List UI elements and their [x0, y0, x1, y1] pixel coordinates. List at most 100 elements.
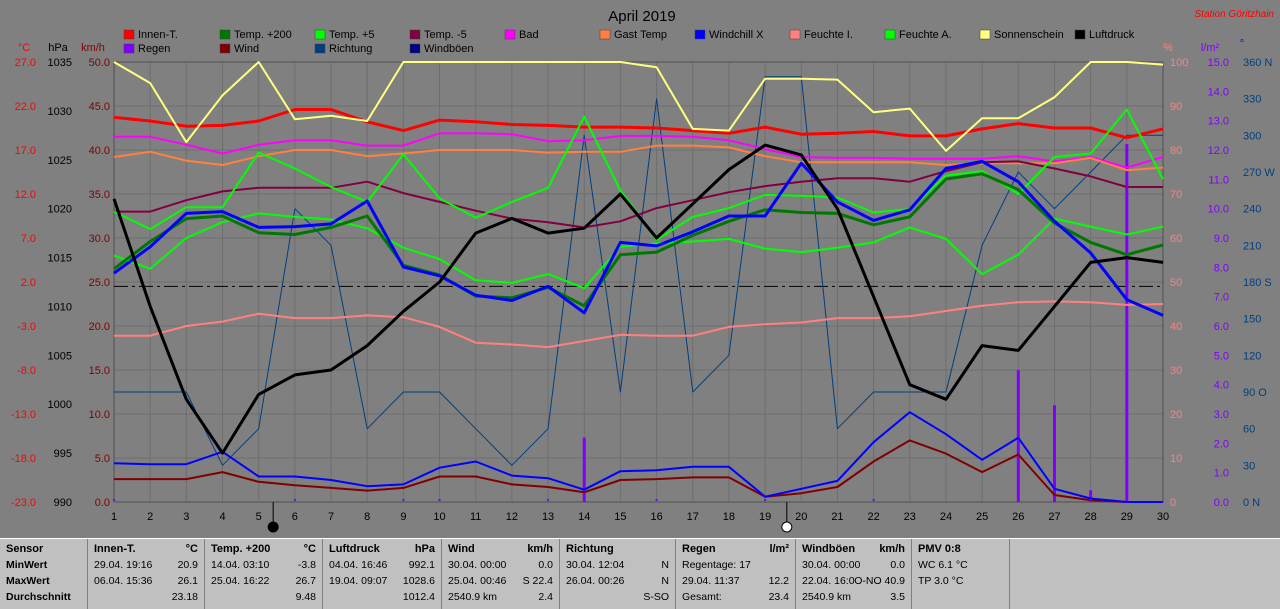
tick-lm2: 2.0 — [1214, 438, 1229, 450]
series-windchill-x — [113, 159, 1164, 317]
legend-label: Windchill X — [709, 29, 764, 41]
stats-cell: MaxWert — [6, 575, 50, 587]
tick-day: 8 — [364, 511, 370, 523]
tick-kmh: 10.0 — [89, 409, 110, 421]
stats-cell-value: N — [661, 559, 669, 571]
tick-lm2: 3.0 — [1214, 409, 1229, 421]
series-windb-en — [113, 411, 1163, 503]
stats-cell-label: 29.04. 11:37 — [682, 575, 740, 587]
legend-label: Gast Temp — [614, 29, 667, 41]
tick-hpa: 1000 — [48, 399, 72, 411]
stats-cell-value: 3.5 — [890, 591, 905, 603]
legend-swatch — [409, 29, 421, 40]
tick-deg: 330 — [1243, 94, 1261, 106]
legend-swatch — [789, 29, 801, 40]
tick-day: 21 — [831, 511, 843, 523]
stats-cell: WC 6.1 °C — [918, 559, 968, 571]
stats-header: Temp. +200 — [211, 543, 271, 555]
stats-cell-value: 26.1 — [177, 575, 198, 587]
legend-label: Luftdruck — [1089, 29, 1135, 41]
rain-dot — [438, 499, 441, 501]
stats-column: Wind km/h 30.04. 00:00 0.0 25.04. 00:46 S 22.… — [442, 539, 560, 609]
legend-swatch — [599, 29, 611, 40]
legend-swatch — [314, 29, 326, 40]
series-sonnenschein — [113, 61, 1164, 152]
tick-hpa: 1020 — [48, 204, 72, 216]
tick-kmh: 25.0 — [89, 277, 110, 289]
tick-temp: 7.0 — [21, 233, 36, 245]
stats-cell-label: 25.04. 00:46 — [448, 575, 507, 587]
stats-column: Innen-T. °C 29.04. 19:16 20.9 06.04. 15:36 26… — [88, 539, 205, 609]
tick-pct: 60 — [1170, 233, 1182, 245]
stats-header-unit: °C — [185, 543, 198, 555]
stats-header: Wind — [448, 543, 475, 555]
stats-cell-label: 26.04. 00:26 — [566, 575, 625, 587]
legend-label: Sonnenschein — [994, 29, 1064, 41]
tick-pct: 10 — [1170, 453, 1182, 465]
stats-cell-value: 23.18 — [171, 591, 198, 603]
tick-day: 15 — [614, 511, 626, 523]
unit-kmh: km/h — [81, 42, 105, 54]
tick-temp: -18.0 — [11, 453, 36, 465]
series-bad — [114, 132, 1164, 169]
series-innen-t- — [113, 108, 1164, 140]
stats-cell-value: 0.0 — [890, 559, 905, 571]
tick-day: 28 — [1085, 511, 1097, 523]
tick-lm2: 9.0 — [1214, 233, 1229, 245]
legend-swatch — [694, 29, 706, 40]
tick-kmh: 30.0 — [89, 233, 110, 245]
stats-header-unit: °C — [303, 543, 316, 555]
tick-deg: 270 W — [1243, 167, 1275, 179]
tick-lm2: 15.0 — [1208, 57, 1229, 69]
tick-kmh: 50.0 — [89, 57, 110, 69]
tick-lm2: 1.0 — [1214, 468, 1229, 480]
stats-cell-label: Regentage: 17 — [682, 559, 751, 571]
tick-day: 1 — [111, 511, 117, 523]
tick-lm2: 12.0 — [1208, 145, 1229, 157]
unit-deg: ° — [1240, 38, 1244, 50]
legend-label: Windböen — [424, 43, 474, 55]
stats-cell-value: 1012.4 — [402, 591, 435, 603]
series-luftdruck — [112, 143, 1164, 455]
stats-cell-value: 1028.6 — [402, 575, 435, 587]
tick-temp: 22.0 — [15, 101, 36, 113]
stats-cell: MinWert — [6, 559, 48, 571]
tick-kmh: 40.0 — [89, 145, 110, 157]
tick-deg: 0 N — [1243, 497, 1260, 509]
unit-lm2: l/m² — [1201, 42, 1220, 54]
stats-column: Sensor MinWert MaxWert Durchschnitt — [0, 539, 88, 609]
legend-label: Bad — [519, 29, 539, 41]
tick-day: 4 — [219, 511, 225, 523]
stats-cell-value: 12.2 — [768, 575, 789, 587]
tick-lm2: 5.0 — [1214, 350, 1229, 362]
stats-cell-value: 20.9 — [177, 559, 198, 571]
stats-cell-label: 14.04. 03:10 — [211, 559, 270, 571]
legend-swatch — [504, 29, 516, 40]
tick-pct: 100 — [1170, 57, 1188, 69]
stats-column: PMV 0:8 WC 6.1 °C TP 3.0 °C — [912, 539, 1010, 609]
rain-dot — [113, 499, 115, 501]
tick-day: 13 — [542, 511, 554, 523]
tick-day: 9 — [400, 511, 406, 523]
stats-header: Innen-T. — [94, 543, 136, 555]
tick-lm2: 0.0 — [1214, 497, 1229, 509]
tick-hpa: 1035 — [48, 57, 72, 69]
series-wind — [114, 439, 1163, 503]
tick-deg: 150 — [1243, 314, 1261, 326]
stats-column: Richtung 30.04. 12:04 N 26.04. 00:26 N S-SO — [560, 539, 676, 609]
tick-day: 5 — [256, 511, 262, 523]
stats-header: Richtung — [566, 543, 614, 555]
stats-cell-value: 26.7 — [295, 575, 316, 587]
stats-column: Regen l/m² Regentage: 17 29.04. 11:37 12.2 Ge… — [676, 539, 796, 609]
tick-day: 29 — [1121, 511, 1133, 523]
tick-temp: 17.0 — [15, 145, 36, 157]
tick-pct: 70 — [1170, 189, 1182, 201]
tick-day: 14 — [578, 511, 590, 523]
stats-cell-label: 22.04. 16:0 — [802, 575, 855, 587]
tick-day: 10 — [433, 511, 445, 523]
tick-deg: 360 N — [1243, 57, 1272, 69]
rain-dot — [547, 499, 550, 501]
stats-cell-label: 2540.9 km — [802, 591, 852, 603]
legend-label: Temp. +5 — [329, 29, 375, 41]
tick-kmh: 20.0 — [89, 321, 110, 333]
